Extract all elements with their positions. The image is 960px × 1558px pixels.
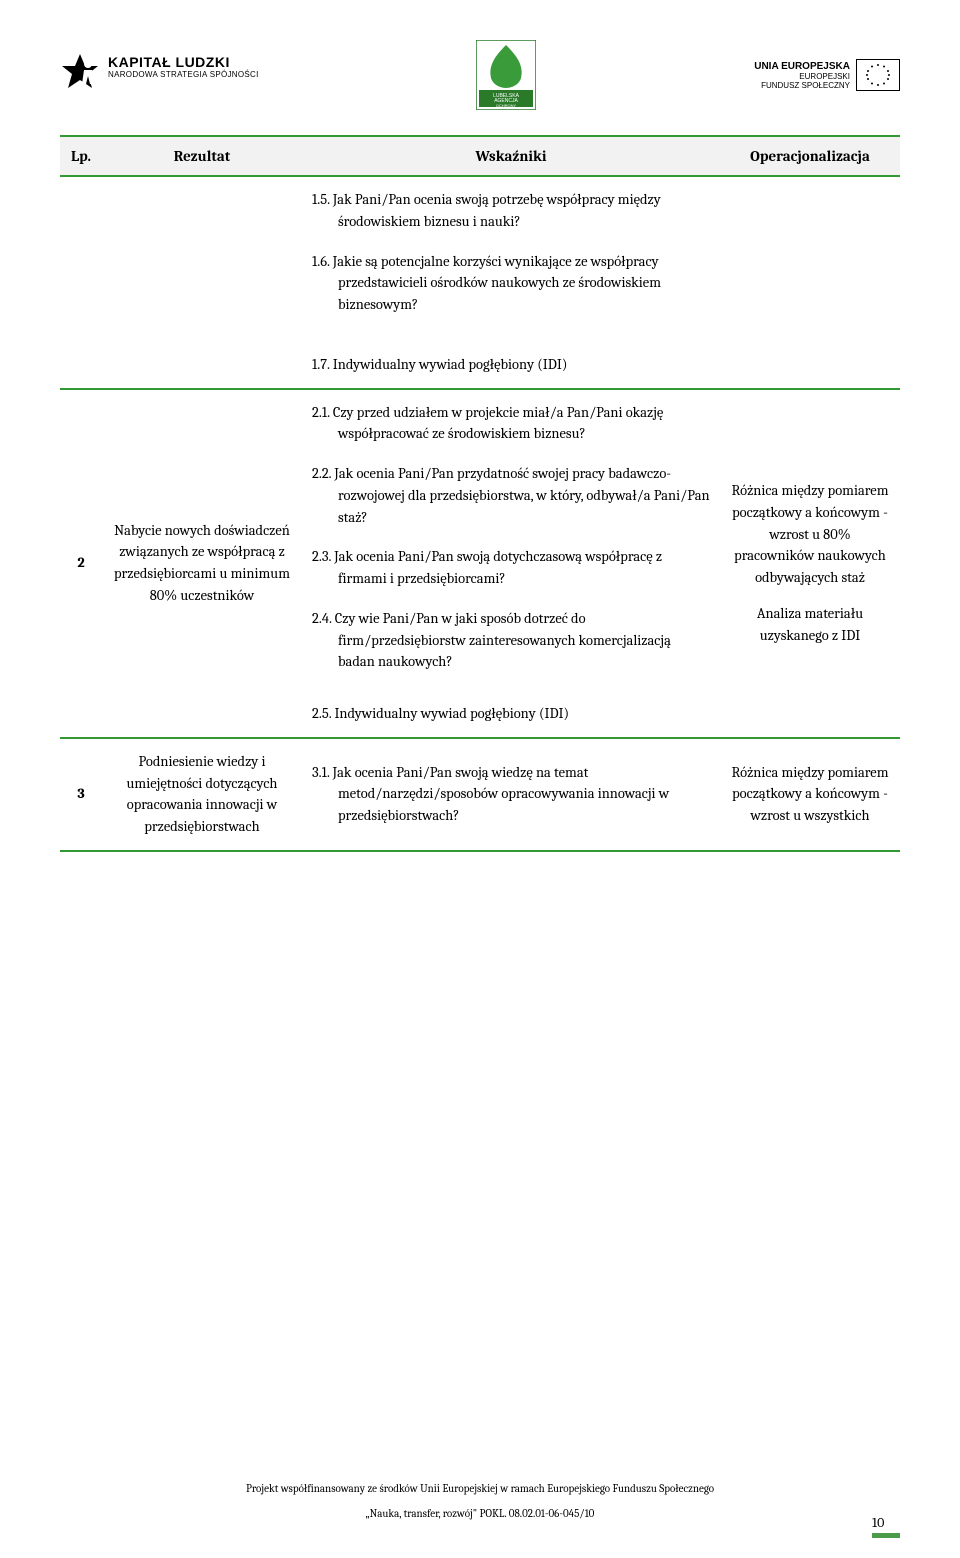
th-lp: Lp. bbox=[60, 136, 102, 176]
logo-left-title: KAPITAŁ LUDZKI bbox=[108, 54, 259, 70]
svg-text:OCHRONY: OCHRONY bbox=[496, 103, 517, 108]
page-number: 10 bbox=[872, 1514, 884, 1531]
row3-rezultat: Podniesienie wiedzy i umiejętności dotyc… bbox=[102, 738, 302, 851]
row2-op-a: Różnica między pomiarem początkowy a koń… bbox=[730, 480, 890, 589]
row2-op-b: Analiza materiału uzyskanego z IDI bbox=[730, 603, 890, 647]
indicator-2-4: 2.4. Czy wie Pani/Pan w jaki sposób dotr… bbox=[312, 608, 710, 673]
lubelska-agencja-icon: LUBELSKA AGENCJA OCHRONY bbox=[476, 40, 536, 110]
indicator-1-5: 1.5. Jak Pani/Pan ocenia swoją potrzebę … bbox=[312, 189, 710, 233]
row3-op: Różnica między pomiarem początkowy a koń… bbox=[720, 738, 900, 851]
logo-left-sub: NARODOWA STRATEGIA SPÓJNOŚCI bbox=[108, 70, 259, 79]
eu-sub1: EUROPEJSKI bbox=[754, 72, 850, 81]
header-logos: KAPITAŁ LUDZKI NARODOWA STRATEGIA SPÓJNO… bbox=[60, 40, 900, 110]
indicator-2-1: 2.1. Czy przed udziałem w projekcie miał… bbox=[312, 402, 710, 446]
footer-cofinancing: Projekt współfinansowany ze środków Unii… bbox=[60, 1482, 900, 1495]
row3-lp: 3 bbox=[60, 738, 102, 851]
table-row: 2 Nabycie nowych doświadczeń związanych … bbox=[60, 389, 900, 738]
eu-sub2: FUNDUSZ SPOŁECZNY bbox=[754, 81, 850, 90]
logo-eu: UNIA EUROPEJSKA EUROPEJSKI FUNDUSZ SPOŁE… bbox=[754, 59, 900, 91]
indicator-2-3: 2.3. Jak ocenia Pani/Pan swoją dotychcza… bbox=[312, 546, 710, 590]
page-footer: Projekt współfinansowany ze środków Unii… bbox=[60, 1482, 900, 1528]
th-wskazniki: Wskaźniki bbox=[302, 136, 720, 176]
indicator-2-2: 2.2. Jak ocenia Pani/Pan przydatność swo… bbox=[312, 463, 710, 528]
row2-rezultat: Nabycie nowych doświadczeń związanych ze… bbox=[102, 389, 302, 738]
indicator-1-6: 1.6. Jakie są potencjalne korzyści wynik… bbox=[312, 251, 710, 316]
star-person-icon bbox=[60, 54, 100, 96]
eu-title: UNIA EUROPEJSKA bbox=[754, 61, 850, 72]
th-operacjonalizacja: Operacjonalizacja bbox=[720, 136, 900, 176]
indicator-1-7: 1.7. Indywidualny wywiad pogłębiony (IDI… bbox=[312, 354, 710, 376]
row2-lp: 2 bbox=[60, 389, 102, 738]
indicator-3-1: 3.1. Jak ocenia Pani/Pan swoją wiedzę na… bbox=[312, 762, 710, 827]
table-row: 1.5. Jak Pani/Pan ocenia swoją potrzebę … bbox=[60, 176, 900, 389]
page-number-block: 10 bbox=[872, 1514, 900, 1538]
table-row: 3 Podniesienie wiedzy i umiejętności dot… bbox=[60, 738, 900, 851]
eu-flag-icon bbox=[856, 59, 900, 91]
th-rezultat: Rezultat bbox=[102, 136, 302, 176]
logo-kapital-ludzki: KAPITAŁ LUDZKI NARODOWA STRATEGIA SPÓJNO… bbox=[60, 54, 259, 96]
indicator-2-5: 2.5. Indywidualny wywiad pogłębiony (IDI… bbox=[312, 703, 710, 725]
page-number-bar bbox=[872, 1533, 900, 1538]
results-table: Lp. Rezultat Wskaźniki Operacjonalizacja… bbox=[60, 135, 900, 852]
footer-project-code: „Nauka, transfer, rozwój" POKL. 08.02.01… bbox=[60, 1507, 900, 1520]
